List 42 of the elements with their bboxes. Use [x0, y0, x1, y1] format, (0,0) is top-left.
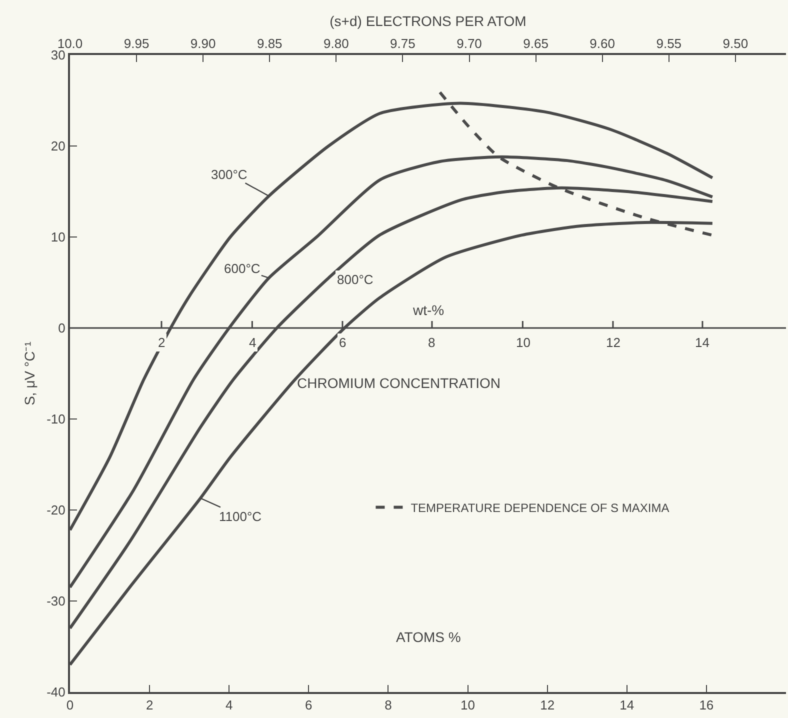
x-tick-label: 6 [305, 698, 312, 713]
x2-tick-label: 9.65 [523, 36, 548, 51]
x-tick-label: 12 [540, 698, 555, 713]
annotation: 12 [606, 335, 620, 350]
y-tick-label: -30 [46, 594, 66, 609]
y-tick-label: -10 [46, 412, 66, 427]
annotation: 14 [695, 335, 710, 350]
x2-tick-label: 9.75 [390, 36, 416, 51]
x-tick-label: 8 [384, 698, 392, 713]
y-axis-title: S, μV °C⁻¹ [22, 341, 38, 406]
x2-tick-label: 9.70 [456, 36, 482, 51]
x-tick-label: 14 [620, 698, 634, 713]
ref-line-label: wt-% [412, 302, 444, 318]
x2-tick-label: 9.90 [190, 36, 216, 51]
x2-tick-label: 9.55 [656, 36, 682, 51]
annotation: 4 [249, 335, 256, 350]
x2-tick-label: 9.60 [590, 36, 615, 51]
y-tick-label: -40 [46, 684, 66, 700]
series-label: 300°C [211, 167, 248, 182]
series-label: 800°C [337, 272, 374, 287]
y-tick-label: 20 [50, 138, 66, 154]
annotation: CHROMIUM CONCENTRATION [297, 375, 501, 391]
x-tick-label: 2 [146, 698, 154, 713]
annotation: 10 [516, 335, 530, 350]
x-tick-label: 4 [225, 698, 233, 713]
annotation: 8 [428, 335, 436, 350]
x2-tick-label: 9.80 [324, 36, 349, 51]
x-tick-label: 16 [699, 698, 714, 713]
y-tick-label: -20 [46, 502, 66, 518]
y-tick-label: 0 [58, 320, 66, 336]
series-label: 600°C [224, 261, 260, 276]
x-axis-title: ATOMS % [396, 629, 461, 645]
x-tick-label: 10 [460, 698, 476, 713]
legend-label: TEMPERATURE DEPENDENCE OF S MAXIMA [410, 500, 670, 515]
x2-axis-title: (s+d) ELECTRONS PER ATOM [330, 12, 526, 29]
annotation: 2 [158, 335, 166, 350]
annotation: 6 [339, 335, 346, 350]
x2-tick-label: 9.50 [722, 36, 748, 51]
series-label: 1100°C [219, 509, 262, 524]
y-tick-label: 10 [50, 230, 66, 245]
x2-tick-label: 9.85 [256, 36, 282, 51]
x2-tick-label: 9.95 [124, 36, 150, 51]
